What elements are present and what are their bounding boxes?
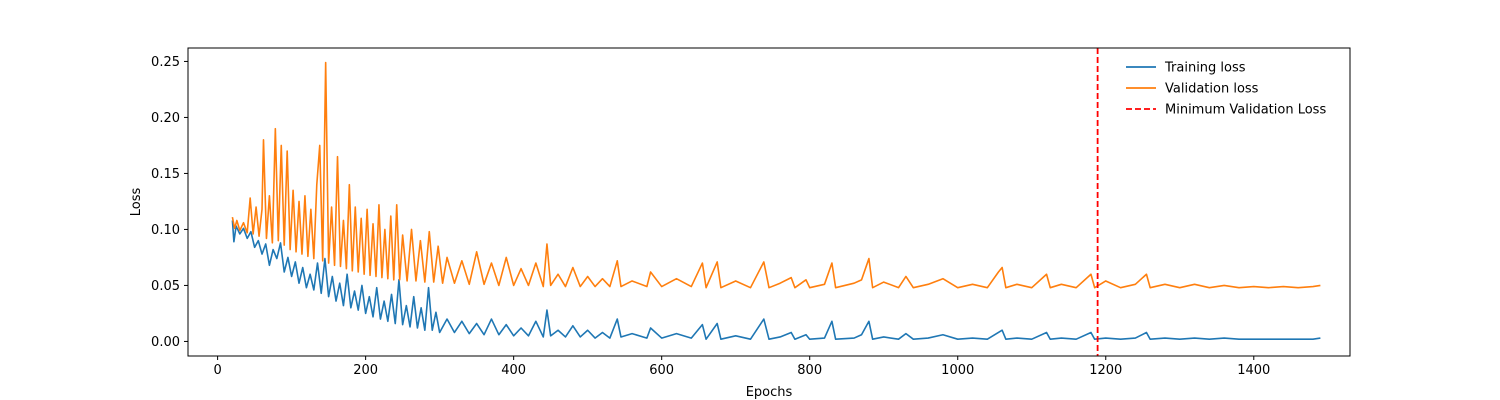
x-tick-label: 1400 xyxy=(1237,363,1270,378)
y-axis-ticks: 0.00 0.05 0.10 0.15 0.20 0.25 xyxy=(151,55,188,350)
x-axis-label: Epochs xyxy=(746,385,793,400)
y-tick-label: 0.00 xyxy=(151,335,180,350)
y-tick-label: 0.20 xyxy=(151,111,180,126)
legend: Training loss Validation loss Minimum Vali… xyxy=(1126,61,1326,118)
y-tick-label: 0.25 xyxy=(151,55,180,70)
x-tick-label: 200 xyxy=(353,363,378,378)
x-tick-label: 1200 xyxy=(1089,363,1122,378)
x-tick-label: 800 xyxy=(797,363,822,378)
y-tick-label: 0.05 xyxy=(151,279,180,294)
series-line-validation-loss xyxy=(231,61,1321,289)
x-tick-label: 600 xyxy=(649,363,674,378)
y-axis-label: Loss xyxy=(129,188,144,217)
legend-label-training-loss: Training loss xyxy=(1164,61,1246,76)
x-tick-label: 0 xyxy=(213,363,221,378)
plot-frame xyxy=(187,47,1351,357)
legend-label-validation-loss: Validation loss xyxy=(1165,82,1259,97)
y-tick-label: 0.15 xyxy=(151,167,180,182)
x-tick-label: 400 xyxy=(501,363,526,378)
series-line-training-loss xyxy=(231,220,1321,340)
legend-label-minimum-validation-loss: Minimum Validation Loss xyxy=(1165,103,1326,118)
series-layer xyxy=(231,61,1321,340)
x-tick-label: 1000 xyxy=(941,363,974,378)
y-tick-label: 0.10 xyxy=(151,223,180,238)
x-axis-ticks: 0 200 400 600 800 1000 1200 1400 xyxy=(213,356,1270,378)
